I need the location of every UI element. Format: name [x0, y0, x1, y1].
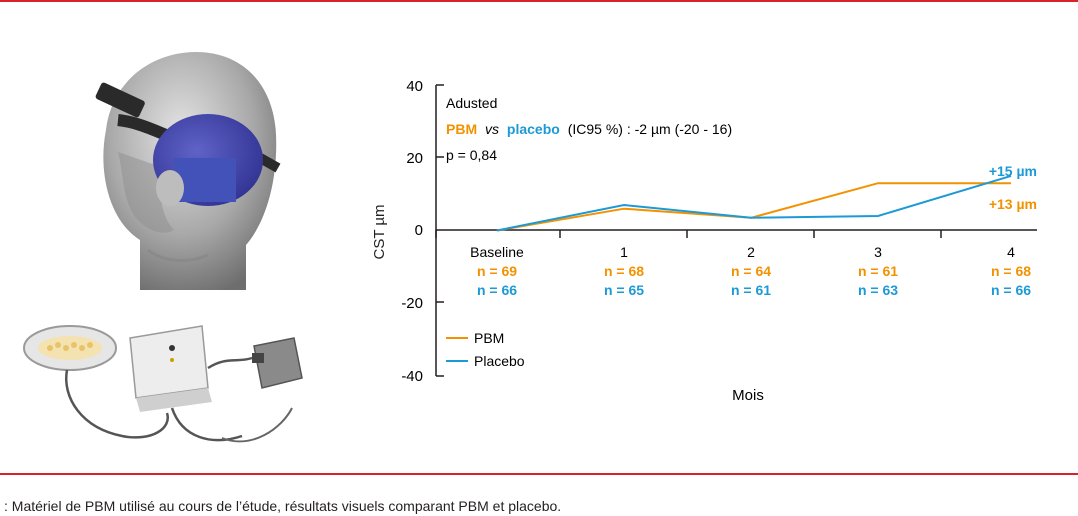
x-tick-label: 4: [1007, 244, 1015, 260]
y-tick-label: 20: [406, 150, 423, 167]
legend-label-pbm: PBM: [474, 330, 504, 346]
figure-caption: : Matériel de PBM utilisé au cours de l’…: [4, 498, 562, 514]
placebo-n-label: n = 63: [858, 282, 898, 298]
x-tick-label: 3: [874, 244, 882, 260]
y-tick-label: 40: [406, 78, 423, 95]
y-tick-label: -40: [401, 368, 423, 385]
annotation-p-value: p = 0,84: [446, 147, 497, 163]
placebo-n-label: n = 66: [991, 282, 1031, 298]
top-rule: [0, 0, 1078, 2]
pbm-n-label: n = 68: [991, 263, 1031, 279]
series-line-pbm: [496, 182, 1011, 232]
pbm-end-label: +13 µm: [989, 196, 1037, 212]
pbm-n-label: n = 69: [477, 263, 517, 279]
x-tick-label: 2: [747, 244, 755, 260]
x-categories: Baseline 1 2 3 4 n = 69 n = 68 n = 64 n …: [470, 244, 1031, 298]
x-axis-label: Mois: [732, 387, 764, 404]
y-tick-label: -20: [401, 295, 423, 312]
series-layer: [496, 174, 1012, 232]
x-tick-label: Baseline: [470, 244, 524, 260]
placebo-end-label: +15 µm: [989, 163, 1037, 179]
bottom-rule: [0, 473, 1078, 475]
pbm-n-label: n = 68: [604, 263, 644, 279]
x-tick-label: 1: [620, 244, 628, 260]
placebo-n-label: n = 66: [477, 282, 517, 298]
series-line-placebo: [496, 174, 1012, 232]
annotation-ci: (IC95 %) : -2 µm (-20 - 16): [568, 121, 732, 137]
y-axis: 40 20 0 -20 -40: [401, 78, 444, 385]
mannequin-eye-patch-photo: [95, 52, 281, 290]
placebo-n-label: n = 65: [604, 282, 644, 298]
y-axis-label: CST µm: [371, 204, 388, 259]
pbm-n-label: n = 64: [731, 263, 771, 279]
annotation-placebo: placebo: [507, 121, 560, 137]
pbm-device-photo: [23, 325, 303, 443]
x-axis: [435, 229, 1037, 238]
legend-label-placebo: Placebo: [474, 353, 525, 369]
annotation-adjusted: Adusted: [446, 95, 497, 111]
cst-line-chart: CST µm 40 20 0 -20 -40 Baseline 1 2 3 4 …: [371, 78, 1037, 404]
placebo-n-label: n = 61: [731, 282, 771, 298]
pbm-n-label: n = 61: [858, 263, 898, 279]
annotation-vs: vs: [485, 121, 499, 137]
legend: PBM Placebo: [446, 330, 525, 369]
annotation-pbm: PBM: [446, 121, 477, 137]
y-tick-label: 0: [415, 222, 423, 239]
annotation-comparison: PBM vs placebo (IC95 %) : -2 µm (-20 - 1…: [446, 121, 732, 137]
